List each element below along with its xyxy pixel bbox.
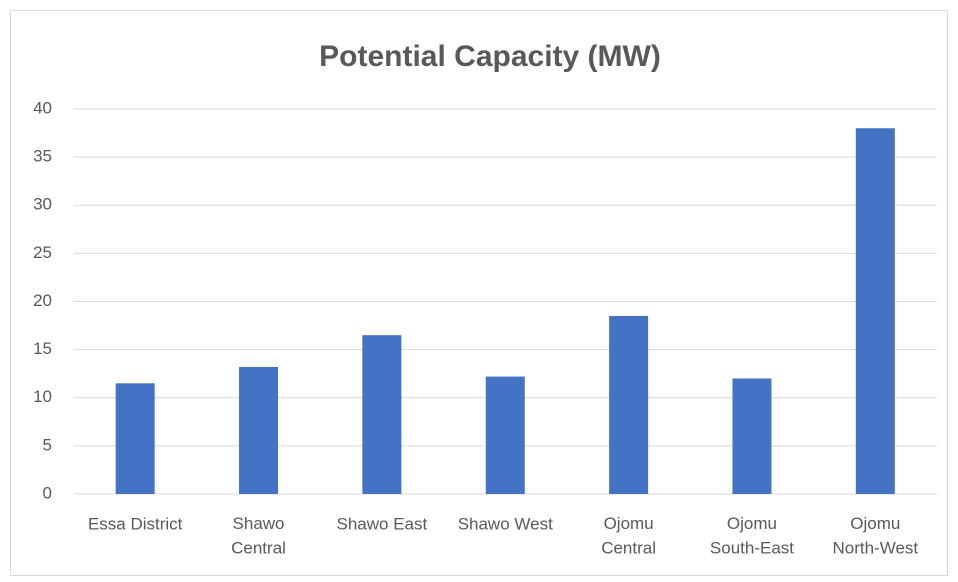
x-tick-label: Ojomu Central <box>601 514 656 558</box>
y-tick-label: 30 <box>33 195 52 214</box>
bar <box>855 128 895 494</box>
bar <box>115 383 155 494</box>
x-tick-label: Shawo West <box>458 514 553 533</box>
y-tick-label: 25 <box>33 243 52 262</box>
x-tick-label: Ojomu North-West <box>832 514 918 558</box>
y-tick-label: 0 <box>43 483 52 502</box>
chart-border <box>10 10 948 576</box>
y-tick-label: 10 <box>33 387 52 406</box>
chart-title: Potential Capacity (MW) <box>319 40 661 73</box>
x-tick-label: Shawo East <box>337 514 428 533</box>
bar <box>485 376 525 494</box>
x-tick-label: Ojomu South-East <box>710 514 794 558</box>
bar <box>239 366 279 494</box>
y-tick-label: 5 <box>43 435 52 454</box>
y-tick-label: 40 <box>33 98 52 117</box>
x-tick-label: Essa District <box>88 514 183 533</box>
bar <box>732 378 772 494</box>
x-tick-label: Shawo Central <box>231 514 286 558</box>
y-tick-label: 20 <box>33 291 52 310</box>
y-tick-label: 15 <box>33 339 52 358</box>
y-tick-label: 35 <box>33 147 52 166</box>
bar <box>609 315 649 494</box>
bar <box>362 335 402 494</box>
